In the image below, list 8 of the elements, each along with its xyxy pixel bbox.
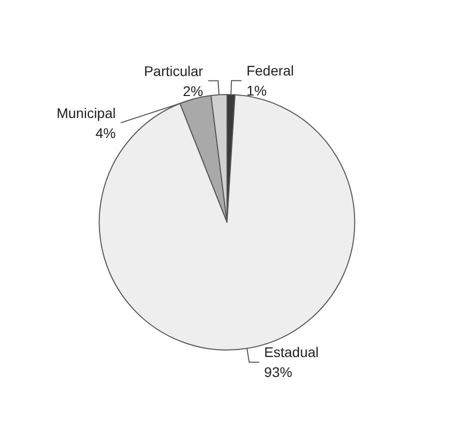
slice-label: Municipal bbox=[56, 104, 116, 121]
slice-label: Federal bbox=[246, 62, 294, 79]
data-label: 93% bbox=[264, 364, 292, 380]
data-label: 1% bbox=[246, 82, 267, 99]
data-label: 4% bbox=[96, 124, 116, 141]
slice-label: Particular bbox=[144, 62, 204, 79]
slice-label: Estadual bbox=[264, 344, 319, 360]
data-label: 2% bbox=[182, 82, 204, 99]
